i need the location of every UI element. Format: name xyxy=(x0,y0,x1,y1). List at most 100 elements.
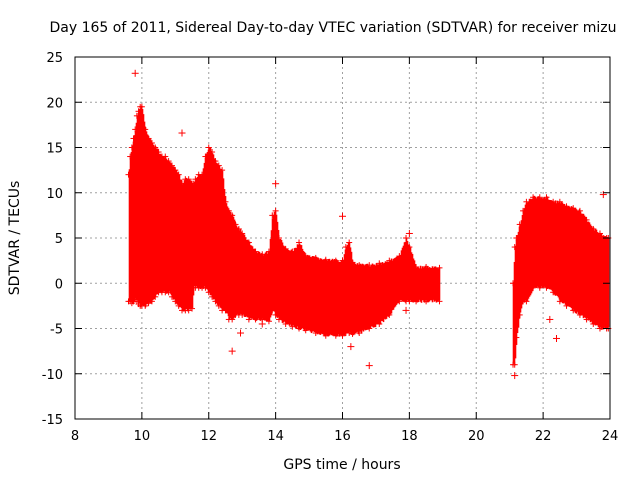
y-tick-label: 5 xyxy=(55,232,63,247)
data-point xyxy=(175,171,182,178)
data-point xyxy=(396,298,403,305)
data-point xyxy=(275,316,282,323)
data-point xyxy=(563,203,570,210)
y-tick-label: 25 xyxy=(46,51,63,66)
data-point xyxy=(132,126,139,133)
data-point xyxy=(152,293,159,300)
data-point xyxy=(349,330,356,337)
data-point xyxy=(155,149,162,156)
outlier-point xyxy=(228,347,236,355)
data-point xyxy=(406,298,413,305)
data-point xyxy=(168,162,175,169)
x-tick-label: 10 xyxy=(134,429,151,444)
data-point xyxy=(212,158,219,165)
data-point xyxy=(133,112,140,119)
axis-ticks xyxy=(74,56,611,420)
data-point xyxy=(386,311,393,318)
data-point xyxy=(212,298,219,305)
data-point xyxy=(346,239,353,246)
outlier-point xyxy=(258,320,266,328)
x-tick-label: 8 xyxy=(71,429,79,444)
data-point xyxy=(436,298,443,305)
data-point xyxy=(189,305,196,312)
data-point xyxy=(413,263,420,270)
data-point xyxy=(296,239,303,246)
data-points xyxy=(125,69,612,380)
data-point xyxy=(312,330,319,337)
x-tick-label: 14 xyxy=(267,429,284,444)
data-point xyxy=(222,198,229,205)
data-point xyxy=(530,284,537,291)
data-point xyxy=(190,180,197,187)
outlier-point xyxy=(365,362,373,370)
data-point xyxy=(530,194,537,201)
data-point xyxy=(225,207,232,214)
data-point xyxy=(222,307,229,314)
x-tick-label: 12 xyxy=(200,429,217,444)
data-point xyxy=(152,144,159,151)
data-point xyxy=(322,332,329,339)
data-point xyxy=(356,330,363,337)
data-point xyxy=(406,244,413,251)
data-point xyxy=(215,162,222,169)
y-tick-label: -15 xyxy=(42,413,63,428)
data-point xyxy=(349,259,356,266)
data-point xyxy=(172,298,179,305)
data-point xyxy=(168,293,175,300)
data-point xyxy=(563,302,570,309)
data-point xyxy=(523,198,530,205)
outlier-point xyxy=(272,180,280,188)
data-point xyxy=(145,135,152,142)
outlier-point xyxy=(402,306,410,314)
data-point xyxy=(516,311,523,318)
data-point xyxy=(209,293,216,300)
outlier-point xyxy=(339,212,346,220)
data-point xyxy=(252,316,259,323)
data-point xyxy=(590,320,597,327)
data-point xyxy=(396,253,403,260)
data-point xyxy=(576,207,583,214)
data-point xyxy=(265,318,272,325)
data-point xyxy=(272,311,279,318)
data-point xyxy=(272,207,279,214)
data-point xyxy=(511,361,518,368)
x-tick-label: 16 xyxy=(334,429,351,444)
data-point xyxy=(199,171,206,178)
data-point xyxy=(376,320,383,327)
x-axis-label: GPS time / hours xyxy=(283,457,400,473)
x-tick-label: 18 xyxy=(401,429,418,444)
data-point xyxy=(302,253,309,260)
data-point xyxy=(596,325,603,332)
data-point xyxy=(583,316,590,323)
data-point xyxy=(516,221,523,228)
data-point xyxy=(332,332,339,339)
data-point xyxy=(130,135,137,142)
data-point xyxy=(148,298,155,305)
outlier-point xyxy=(347,343,355,351)
outlier-point xyxy=(553,334,560,342)
data-point xyxy=(342,244,349,251)
data-point xyxy=(570,307,577,314)
data-point xyxy=(265,248,272,255)
data-point xyxy=(339,257,346,264)
data-point xyxy=(510,280,517,287)
y-tick-label: -10 xyxy=(42,368,63,383)
data-point xyxy=(172,167,179,174)
data-point xyxy=(175,302,182,309)
data-point xyxy=(209,149,216,156)
data-point xyxy=(376,260,383,267)
data-point xyxy=(165,289,172,296)
data-point xyxy=(550,289,557,296)
data-point xyxy=(312,254,319,261)
data-point xyxy=(513,334,520,341)
data-point xyxy=(135,108,142,115)
data-point xyxy=(536,284,543,291)
x-tick-label: 20 xyxy=(468,429,485,444)
data-point xyxy=(232,221,239,228)
data-point xyxy=(185,176,192,183)
data-point xyxy=(366,325,373,332)
data-point xyxy=(259,251,266,258)
data-point xyxy=(205,144,212,151)
data-point xyxy=(239,230,246,237)
data-point xyxy=(550,198,557,205)
